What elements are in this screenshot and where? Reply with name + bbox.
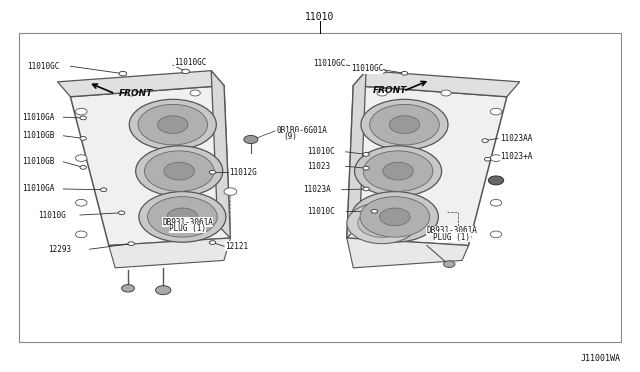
Polygon shape: [347, 71, 366, 238]
Circle shape: [380, 208, 410, 226]
Text: 11010GA: 11010GA: [22, 185, 54, 193]
Text: 11010GC: 11010GC: [351, 64, 383, 73]
Circle shape: [122, 285, 134, 292]
Bar: [19, 33, 621, 342]
Circle shape: [224, 188, 237, 195]
Text: 11023+A: 11023+A: [500, 153, 533, 161]
Circle shape: [488, 176, 504, 185]
Circle shape: [190, 90, 200, 96]
Text: 0B1B0-6G01A: 0B1B0-6G01A: [276, 126, 327, 135]
Circle shape: [119, 71, 127, 76]
Circle shape: [347, 203, 417, 244]
Text: PLUG (1): PLUG (1): [169, 224, 206, 233]
Circle shape: [364, 151, 433, 191]
Circle shape: [482, 139, 488, 142]
Circle shape: [370, 105, 439, 145]
Circle shape: [129, 99, 216, 150]
Text: 11012G: 11012G: [229, 168, 257, 177]
Circle shape: [80, 137, 86, 140]
Polygon shape: [347, 238, 468, 268]
Circle shape: [244, 135, 258, 144]
Circle shape: [363, 166, 369, 170]
Circle shape: [76, 108, 87, 115]
Circle shape: [441, 90, 451, 96]
Text: 11023AA: 11023AA: [500, 134, 533, 143]
Circle shape: [209, 170, 216, 174]
Circle shape: [377, 90, 387, 96]
Polygon shape: [70, 86, 230, 246]
Text: J11001WA: J11001WA: [581, 354, 621, 363]
Circle shape: [380, 70, 386, 73]
Polygon shape: [58, 71, 224, 97]
Circle shape: [136, 146, 223, 196]
Text: FRONT: FRONT: [372, 86, 407, 95]
Polygon shape: [347, 86, 507, 246]
Text: 11010GB: 11010GB: [22, 157, 54, 166]
Circle shape: [444, 261, 455, 267]
Circle shape: [490, 231, 502, 238]
Circle shape: [355, 146, 442, 196]
Text: 11023A: 11023A: [303, 185, 331, 194]
Text: 12293: 12293: [48, 245, 71, 254]
Circle shape: [164, 162, 195, 180]
Circle shape: [484, 157, 491, 161]
Circle shape: [371, 209, 378, 213]
Circle shape: [490, 108, 502, 115]
Circle shape: [351, 192, 438, 242]
Circle shape: [182, 69, 189, 74]
Circle shape: [126, 90, 136, 96]
Circle shape: [80, 166, 86, 169]
Polygon shape: [353, 71, 520, 97]
Text: 11010GA: 11010GA: [22, 113, 54, 122]
Circle shape: [80, 116, 86, 120]
Circle shape: [363, 187, 369, 191]
Circle shape: [360, 197, 429, 237]
Circle shape: [139, 192, 226, 242]
Text: 11010: 11010: [305, 12, 335, 22]
Circle shape: [389, 116, 420, 134]
Circle shape: [209, 241, 216, 244]
Circle shape: [361, 99, 448, 150]
Circle shape: [128, 242, 134, 246]
Text: 11010C: 11010C: [307, 207, 335, 216]
Circle shape: [76, 155, 87, 161]
Text: 11010GC: 11010GC: [28, 62, 60, 71]
Text: (9): (9): [284, 132, 298, 141]
Circle shape: [118, 211, 125, 215]
Text: FRONT: FRONT: [118, 89, 153, 97]
Text: 11010GC: 11010GC: [314, 60, 346, 68]
Circle shape: [148, 197, 217, 237]
Circle shape: [76, 199, 87, 206]
Circle shape: [358, 209, 406, 237]
Polygon shape: [109, 238, 230, 268]
Text: DB931-3061A: DB931-3061A: [426, 226, 477, 235]
Circle shape: [156, 286, 171, 295]
Circle shape: [138, 105, 207, 145]
Circle shape: [100, 188, 107, 192]
Text: 11010G: 11010G: [38, 211, 66, 219]
Polygon shape: [211, 71, 230, 238]
Circle shape: [145, 151, 214, 191]
Text: 11010GC: 11010GC: [174, 58, 207, 67]
Circle shape: [167, 208, 198, 226]
Circle shape: [490, 155, 502, 161]
Circle shape: [490, 199, 502, 206]
Circle shape: [363, 153, 369, 156]
Text: 11010C: 11010C: [307, 147, 335, 156]
Text: PLUG (1): PLUG (1): [433, 233, 470, 242]
Circle shape: [383, 162, 413, 180]
Circle shape: [76, 231, 87, 238]
Circle shape: [401, 71, 408, 75]
Text: DB931-3061A: DB931-3061A: [162, 218, 213, 227]
Circle shape: [157, 116, 188, 134]
Text: 11010GB: 11010GB: [22, 131, 54, 140]
Text: 12121: 12121: [225, 242, 248, 251]
Text: 11023: 11023: [307, 162, 330, 171]
